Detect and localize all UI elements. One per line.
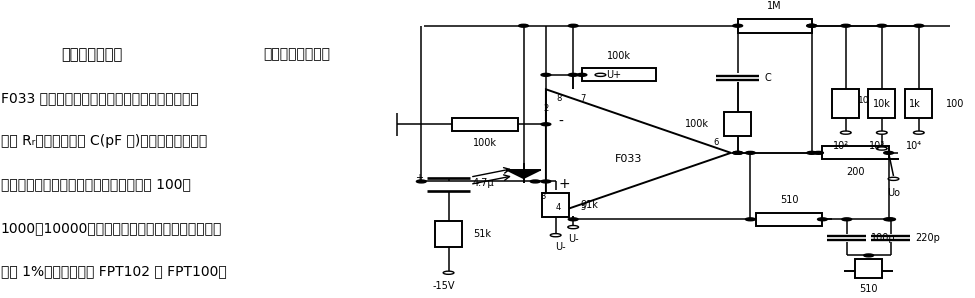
Text: -15V: -15V bbox=[433, 281, 455, 291]
Circle shape bbox=[595, 73, 605, 77]
Circle shape bbox=[733, 151, 743, 154]
Text: 光敏信号放大器: 光敏信号放大器 bbox=[61, 47, 122, 62]
Circle shape bbox=[807, 24, 817, 27]
Circle shape bbox=[444, 271, 454, 274]
Circle shape bbox=[519, 24, 528, 27]
Text: 10k: 10k bbox=[873, 99, 891, 109]
Circle shape bbox=[746, 151, 756, 154]
Polygon shape bbox=[506, 170, 541, 179]
Circle shape bbox=[883, 218, 893, 221]
Circle shape bbox=[914, 131, 924, 134]
Circle shape bbox=[568, 218, 578, 221]
Text: 91k: 91k bbox=[580, 200, 598, 210]
Text: 100: 100 bbox=[946, 99, 964, 109]
Text: 6: 6 bbox=[714, 138, 719, 147]
Bar bbox=[542, 193, 569, 217]
Text: 8: 8 bbox=[556, 94, 562, 103]
Text: U-: U- bbox=[567, 234, 578, 244]
Circle shape bbox=[568, 73, 578, 76]
Bar bbox=[855, 259, 882, 278]
Bar bbox=[724, 112, 752, 136]
Text: 1k: 1k bbox=[909, 99, 920, 109]
Text: +: + bbox=[415, 173, 423, 183]
Text: U+: U+ bbox=[606, 70, 621, 80]
Circle shape bbox=[733, 24, 743, 27]
Text: 100k: 100k bbox=[473, 138, 497, 148]
Circle shape bbox=[550, 234, 561, 237]
Circle shape bbox=[840, 131, 851, 134]
Text: 4: 4 bbox=[556, 203, 562, 212]
Text: 51k: 51k bbox=[473, 229, 490, 239]
Circle shape bbox=[841, 218, 851, 221]
Circle shape bbox=[568, 24, 578, 27]
Circle shape bbox=[567, 226, 578, 229]
Text: 1M: 1M bbox=[767, 1, 782, 11]
Circle shape bbox=[807, 151, 817, 154]
Text: 小于 1%、光电管选用 FPT102 或 FPT100。: 小于 1%、光电管选用 FPT102 或 FPT100。 bbox=[1, 264, 226, 278]
Circle shape bbox=[530, 180, 540, 183]
Text: 220p: 220p bbox=[915, 233, 940, 243]
Circle shape bbox=[840, 24, 850, 27]
Text: 1000、10000，可由选择开关选择。电阱精度要求: 1000、10000，可由选择开关选择。电阱精度要求 bbox=[1, 221, 222, 235]
Text: +: + bbox=[559, 177, 570, 191]
Circle shape bbox=[814, 151, 824, 154]
Text: -: - bbox=[559, 114, 564, 128]
Text: 200: 200 bbox=[846, 167, 865, 177]
Text: 5: 5 bbox=[580, 203, 586, 212]
Text: 10⁴: 10⁴ bbox=[906, 141, 922, 151]
Text: F033 组成的光敏放大电路。为了消除振荡，反馈: F033 组成的光敏放大电路。为了消除振荡，反馈 bbox=[1, 91, 199, 105]
Text: U-: U- bbox=[555, 242, 566, 252]
Text: 10²: 10² bbox=[833, 141, 849, 151]
Circle shape bbox=[577, 73, 587, 76]
Circle shape bbox=[746, 218, 756, 221]
Text: 4.7μ: 4.7μ bbox=[473, 178, 494, 188]
Bar bbox=[582, 68, 656, 81]
Circle shape bbox=[877, 24, 886, 27]
Text: 100k: 100k bbox=[684, 119, 709, 129]
Circle shape bbox=[877, 147, 887, 150]
Bar bbox=[832, 89, 859, 118]
Text: 电阱 Rᵣ并联了小电容 C(pF 级)，但电容对放大器: 电阱 Rᵣ并联了小电容 C(pF 级)，但电容对放大器 bbox=[1, 134, 207, 148]
Text: 2: 2 bbox=[543, 104, 549, 113]
Bar bbox=[452, 118, 518, 131]
Text: 3: 3 bbox=[540, 193, 546, 201]
Text: 10³: 10³ bbox=[869, 141, 885, 151]
Text: 该电路是利用运放: 该电路是利用运放 bbox=[263, 47, 331, 61]
Text: 510: 510 bbox=[859, 284, 878, 294]
Circle shape bbox=[541, 123, 551, 126]
Circle shape bbox=[807, 24, 817, 27]
Circle shape bbox=[864, 254, 874, 257]
Text: 510: 510 bbox=[780, 195, 799, 205]
Bar bbox=[738, 18, 812, 33]
Circle shape bbox=[885, 218, 895, 221]
Text: C: C bbox=[765, 73, 772, 83]
Bar bbox=[905, 89, 932, 118]
Circle shape bbox=[416, 180, 426, 183]
Circle shape bbox=[883, 151, 893, 154]
Circle shape bbox=[877, 131, 887, 134]
Text: 10: 10 bbox=[858, 96, 870, 105]
Text: Uo: Uo bbox=[887, 187, 900, 198]
Circle shape bbox=[541, 73, 551, 76]
Text: 的频带宽度有影响。该电路的直流增益为 100、: 的频带宽度有影响。该电路的直流增益为 100、 bbox=[1, 177, 190, 191]
Circle shape bbox=[818, 218, 828, 221]
Circle shape bbox=[541, 180, 551, 183]
Bar bbox=[823, 146, 888, 159]
Text: 7: 7 bbox=[580, 94, 586, 103]
Text: F033: F033 bbox=[615, 154, 643, 164]
Bar bbox=[868, 89, 895, 118]
Text: 100p: 100p bbox=[871, 233, 896, 243]
Circle shape bbox=[733, 151, 743, 154]
Circle shape bbox=[888, 177, 899, 181]
Text: 100k: 100k bbox=[606, 51, 631, 61]
Bar bbox=[435, 221, 462, 247]
Bar bbox=[757, 213, 823, 226]
Circle shape bbox=[914, 24, 923, 27]
